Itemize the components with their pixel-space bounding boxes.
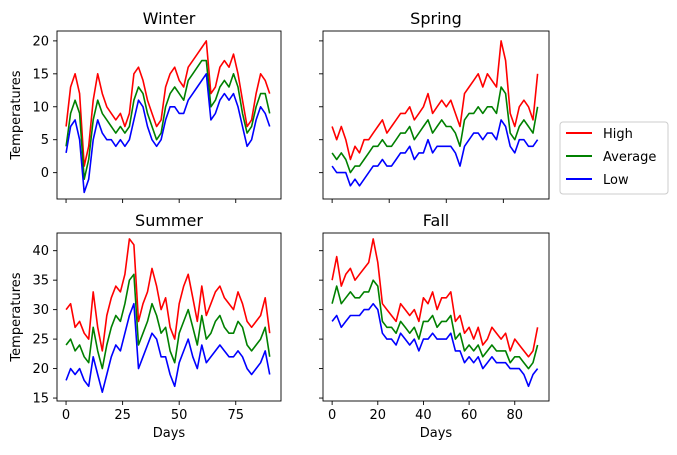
legend-label-low: Low bbox=[603, 173, 629, 188]
winter-axes-frame bbox=[56, 30, 282, 200]
summer-ytick-label: 25 bbox=[32, 333, 49, 348]
subplots: 0 5 10 15 20 Winter Temperatures Spring 0 25 50 75 1… bbox=[9, 9, 550, 441]
summer-axes-frame bbox=[56, 232, 282, 402]
summer-ytick-label: 35 bbox=[32, 274, 49, 289]
winter-series-average-line bbox=[65, 59, 271, 180]
fall-axes-frame bbox=[322, 232, 550, 402]
subplot-winter: 0 5 10 15 20 Winter Temperatures bbox=[9, 9, 282, 203]
winter-ytick-label: 5 bbox=[41, 133, 49, 148]
fall-xtick-label: 0 bbox=[328, 408, 336, 423]
winter-ytick-label: 10 bbox=[32, 100, 49, 115]
summer-series-average-line bbox=[65, 273, 271, 370]
fall-series-average-line bbox=[331, 279, 539, 370]
fall-xtick-label: 80 bbox=[506, 408, 523, 423]
fall-title: Fall bbox=[423, 211, 449, 230]
winter-title: Winter bbox=[143, 9, 196, 28]
summer-ytick-label: 20 bbox=[32, 362, 49, 377]
summer-xtick-label: 75 bbox=[227, 408, 244, 423]
legend-frame bbox=[559, 121, 669, 195]
summer-xtick-label: 25 bbox=[114, 408, 131, 423]
spring-series-low-line bbox=[331, 119, 539, 187]
winter-ytick-label: 15 bbox=[32, 67, 49, 82]
summer-ytick-label: 40 bbox=[32, 244, 49, 259]
fall-xlabel: Days bbox=[420, 426, 453, 441]
subplot-spring: Spring bbox=[319, 9, 550, 203]
legend-label-high: High bbox=[603, 127, 633, 142]
summer-title: Summer bbox=[135, 211, 203, 230]
winter-ylabel: Temperatures bbox=[9, 70, 24, 160]
fall-series-high-line bbox=[331, 238, 539, 358]
winter-ytick-label: 0 bbox=[41, 166, 49, 181]
subplot-summer: 0 25 50 75 15 20 25 30 35 40 Summer Days Temperature… bbox=[9, 211, 282, 441]
summer-xlabel: Days bbox=[153, 426, 186, 441]
summer-ylabel: Temperatures bbox=[9, 272, 24, 362]
legend-label-average: Average bbox=[603, 150, 656, 165]
spring-series-average-line bbox=[331, 86, 539, 174]
summer-ytick-label: 30 bbox=[32, 303, 49, 318]
winter-ytick-label: 20 bbox=[32, 34, 49, 49]
spring-axes-frame bbox=[322, 30, 550, 200]
winter-series-low-line bbox=[65, 73, 271, 194]
spring-series-high-line bbox=[331, 40, 539, 161]
spring-title: Spring bbox=[410, 9, 462, 28]
winter-series-high-line bbox=[65, 40, 271, 167]
fall-xtick-label: 60 bbox=[461, 408, 478, 423]
fall-xtick-label: 40 bbox=[415, 408, 432, 423]
subplot-fall: 0 20 40 60 80 Fall Days bbox=[319, 211, 550, 441]
summer-xtick-label: 50 bbox=[171, 408, 188, 423]
summer-series-high-line bbox=[65, 238, 271, 352]
fall-xtick-label: 20 bbox=[370, 408, 387, 423]
summer-series-low-line bbox=[65, 302, 271, 394]
fall-series-low-line bbox=[331, 302, 539, 388]
summer-ytick-label: 15 bbox=[32, 392, 49, 407]
summer-xtick-label: 0 bbox=[62, 408, 70, 423]
legend: High Average Low bbox=[559, 121, 669, 195]
